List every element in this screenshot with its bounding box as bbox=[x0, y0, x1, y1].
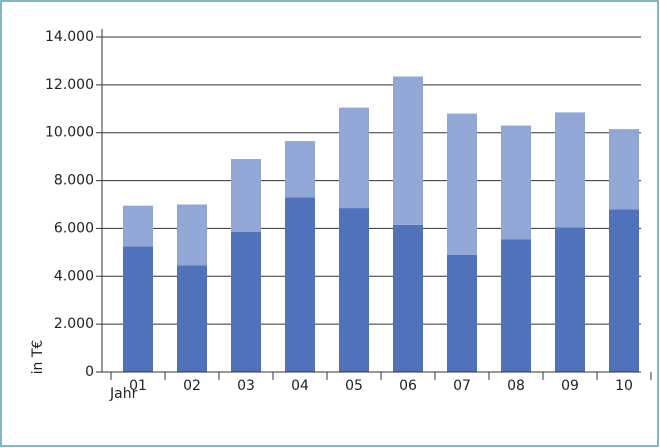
x-tick-label: 10 bbox=[615, 378, 633, 394]
bar-segment bbox=[501, 239, 531, 372]
x-tick-label: 02 bbox=[183, 378, 201, 394]
bar-segment bbox=[393, 76, 423, 225]
x-tick-label: 01 bbox=[129, 378, 147, 394]
x-tick-label: 05 bbox=[345, 378, 363, 394]
y-tick-label: 8.000 bbox=[54, 173, 94, 189]
x-axis-label: Jahr bbox=[109, 386, 138, 402]
x-tick-label: 09 bbox=[561, 378, 579, 394]
bar-segment bbox=[501, 125, 531, 240]
y-tick-label: 2.000 bbox=[54, 316, 94, 332]
bar-segment bbox=[123, 205, 153, 247]
bar-segment bbox=[447, 254, 477, 372]
bar-segment bbox=[231, 232, 261, 372]
bar-segment bbox=[231, 159, 261, 233]
bar-segment bbox=[285, 141, 315, 198]
bar-segment bbox=[339, 208, 369, 372]
y-tick-label: 14.000 bbox=[45, 29, 94, 45]
bar-segment bbox=[447, 113, 477, 255]
x-tick-label: 06 bbox=[399, 378, 417, 394]
bar-segment bbox=[177, 204, 207, 266]
bar-segment bbox=[555, 112, 585, 228]
bar-segment bbox=[285, 197, 315, 372]
bar-segment bbox=[339, 107, 369, 209]
x-tick-label: 07 bbox=[453, 378, 471, 394]
y-tick-label: 6.000 bbox=[54, 220, 94, 236]
y-tick-label: 10.000 bbox=[45, 125, 94, 141]
bar-segment bbox=[609, 209, 639, 372]
y-tick-label: 12.000 bbox=[45, 77, 94, 93]
bar-segment bbox=[177, 265, 207, 372]
x-tick-label: 03 bbox=[237, 378, 255, 394]
x-tick-label: 04 bbox=[291, 378, 309, 394]
y-tick-label: 0 bbox=[85, 364, 94, 380]
bar-segment bbox=[555, 227, 585, 372]
y-tick-label: 4.000 bbox=[54, 268, 94, 284]
bar-segment bbox=[609, 129, 639, 210]
y-axis-label: in T€ bbox=[30, 340, 46, 375]
bar-segment bbox=[123, 246, 153, 372]
bar-segment bbox=[393, 224, 423, 372]
x-tick-label: 08 bbox=[507, 378, 525, 394]
